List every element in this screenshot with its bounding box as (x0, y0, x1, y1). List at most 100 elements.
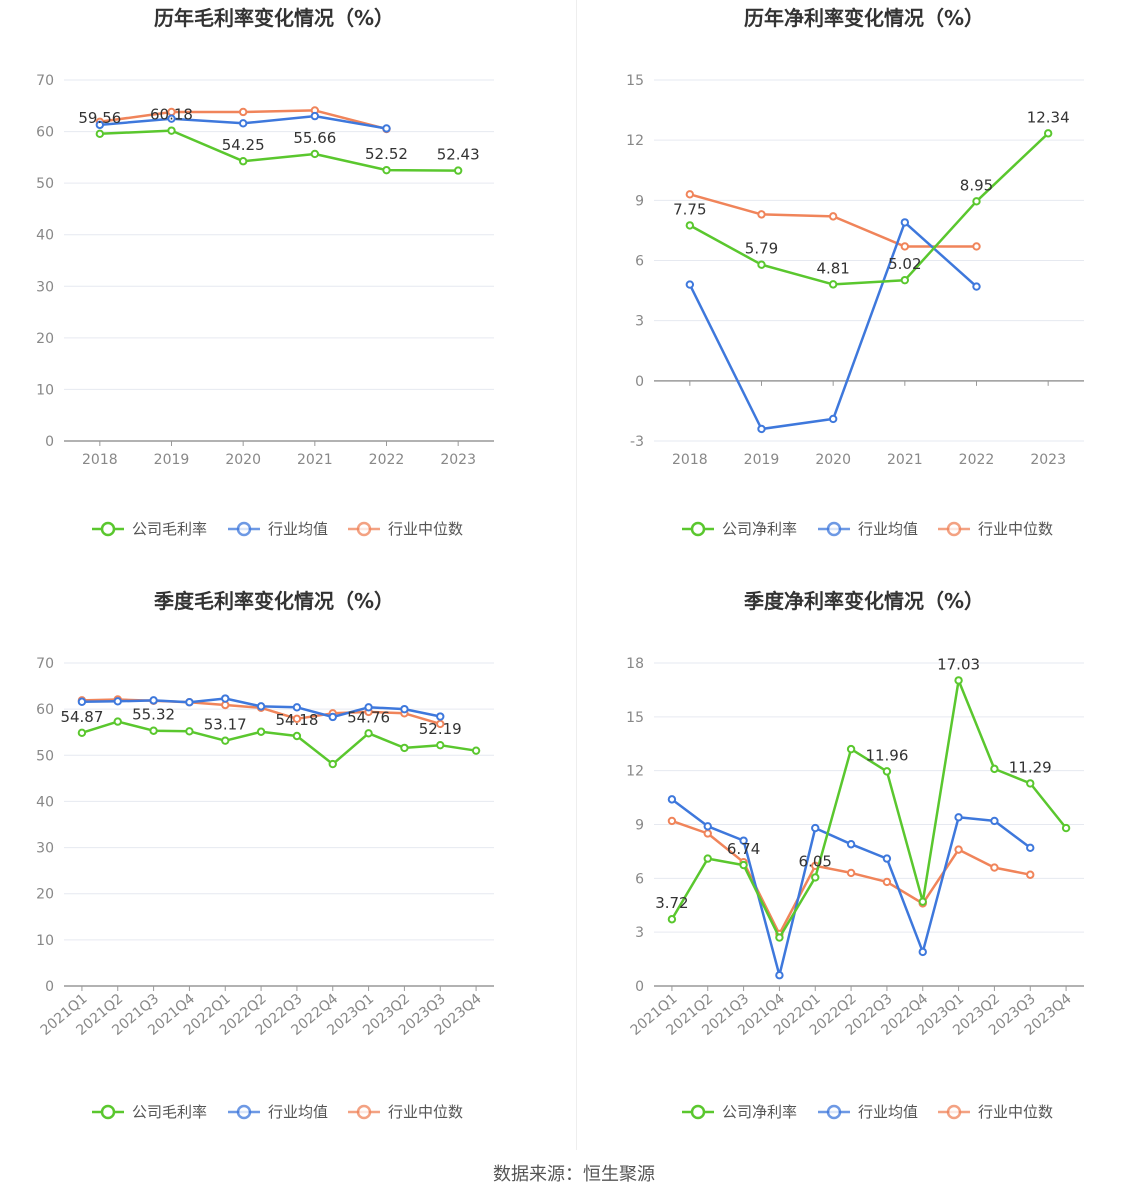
series-line-company (670, 679, 1068, 939)
x-tick-label: 2019 (744, 452, 780, 468)
data-point-avg (113, 697, 122, 706)
y-tick-label: 15 (626, 73, 644, 89)
data-label: 4.81 (816, 259, 849, 277)
data-point-avg (972, 282, 981, 291)
y-tick-label: 0 (635, 979, 644, 995)
data-point-company (882, 767, 892, 776)
data-label: 5.79 (745, 240, 778, 258)
data-point-avg (238, 119, 248, 128)
data-label: 7.75 (673, 200, 706, 218)
chart-svg: 季度净利率变化情况（%）03691215182021Q12021Q22021Q3… (626, 589, 1084, 1121)
x-tick-label: 2020 (815, 452, 851, 468)
chart-title: 季度净利率变化情况（%） (743, 589, 984, 613)
data-point-company (739, 860, 748, 870)
y-tick-label: 0 (635, 374, 644, 390)
panel-divider (576, 0, 577, 1150)
legend-label: 行业均值 (858, 1103, 918, 1121)
data-point-company (1026, 779, 1035, 788)
x-tick-label: 2021 (297, 452, 333, 468)
y-tick-label: 9 (635, 818, 644, 834)
y-tick-label: 60 (36, 125, 54, 141)
legend-marker (946, 1104, 962, 1120)
legend-label: 行业中位数 (978, 520, 1053, 538)
y-tick-label: 60 (36, 702, 54, 718)
data-point-avg (256, 702, 266, 711)
x-tick-label: 2023 (1030, 452, 1066, 468)
data-label: 11.29 (1009, 758, 1052, 776)
data-point-median (972, 242, 981, 251)
legend-marker (356, 521, 372, 537)
legend-marker (690, 521, 706, 537)
data-point-median (846, 868, 856, 878)
y-tick-label: 18 (626, 656, 644, 672)
data-point-avg (846, 840, 856, 849)
series-line-company (689, 132, 1050, 286)
legend-label: 行业中位数 (388, 520, 463, 538)
x-tick-label: 2019 (154, 452, 190, 468)
chart-annual-gross: 历年毛利率变化情况（%） 0 10 20 30 40 50 60 70 2018 2019 2020 2… (0, 0, 574, 583)
data-point-avg (77, 697, 87, 706)
data-point-median (757, 210, 766, 219)
data-point-company (310, 149, 320, 159)
chart-quarterly-gross: 季度毛利率变化情况（%） 0 10 20 30 40 50 60 70 2021Q1 2021Q2 2… (0, 583, 574, 1166)
data-point-company (900, 275, 910, 285)
data-label: 5.02 (888, 255, 921, 273)
data-point-avg (382, 124, 391, 133)
data-label: 52.52 (365, 145, 408, 163)
data-point-avg (400, 704, 409, 714)
y-tick-label: 30 (36, 841, 54, 857)
data-point-company (918, 897, 927, 906)
chart-quarterly-net: 季度净利率变化情况（%） 0 3 6 9 12 15 18 2021Q1 2021Q2 2021Q3… (590, 583, 1148, 1166)
y-tick-label: 0 (45, 979, 54, 995)
y-tick-label: 30 (36, 279, 54, 295)
data-point-avg (739, 836, 748, 845)
legend-item-company: 公司净利率 (682, 1103, 797, 1121)
data-label: 54.87 (60, 708, 103, 726)
data-point-avg (703, 822, 712, 831)
data-point-median (667, 816, 677, 826)
data-point-avg (990, 816, 999, 826)
data-label: 54.18 (275, 711, 318, 729)
data-point-median (238, 107, 248, 117)
data-point-median (900, 242, 910, 251)
data-point-company (364, 729, 373, 738)
legend-item-median: 行业中位数 (348, 1103, 463, 1121)
data-point-avg (1026, 843, 1035, 853)
data-point-company (95, 129, 105, 139)
data-point-company (167, 126, 176, 135)
y-tick-label: 50 (36, 748, 54, 764)
y-tick-label: 6 (635, 871, 644, 887)
y-tick-label: 3 (635, 925, 644, 941)
data-point-company (775, 933, 784, 942)
chart-svg: 历年净利率变化情况（%） -3 0 3 6 9 12 15 2018 2019 2020 2021 20… (626, 6, 1084, 538)
data-point-company (400, 743, 409, 753)
data-point-company (703, 854, 712, 863)
legend-marker (356, 1104, 372, 1120)
data-point-avg (667, 795, 677, 804)
data-point-avg (185, 698, 194, 707)
data-point-company (221, 736, 230, 745)
data-point-company (972, 197, 981, 206)
data-point-company (149, 726, 158, 735)
legend-item-median: 行业中位数 (938, 1103, 1053, 1121)
legend-label: 公司毛利率 (132, 1103, 207, 1121)
data-point-company (1043, 129, 1053, 138)
data-label: 3.72 (655, 894, 688, 912)
legend-marker (236, 521, 252, 537)
data-point-avg (364, 703, 373, 712)
legend-item-median: 行业中位数 (348, 520, 463, 538)
legend-marker (690, 1104, 706, 1120)
data-point-company (113, 717, 122, 726)
data-point-median (990, 863, 999, 872)
data-point-avg (221, 694, 230, 703)
data-point-median (703, 829, 712, 838)
data-point-avg (149, 696, 158, 705)
legend-label: 行业均值 (858, 520, 918, 538)
data-point-company (185, 727, 194, 736)
data-source: 数据来源：恒生聚源 (0, 1160, 1148, 1186)
series-line-median (671, 819, 1031, 936)
chart-title: 历年净利率变化情况（%） (744, 6, 984, 30)
y-tick-label: 3 (635, 314, 644, 330)
data-label: 11.96 (865, 746, 908, 764)
legend-label: 公司净利率 (722, 1103, 797, 1121)
